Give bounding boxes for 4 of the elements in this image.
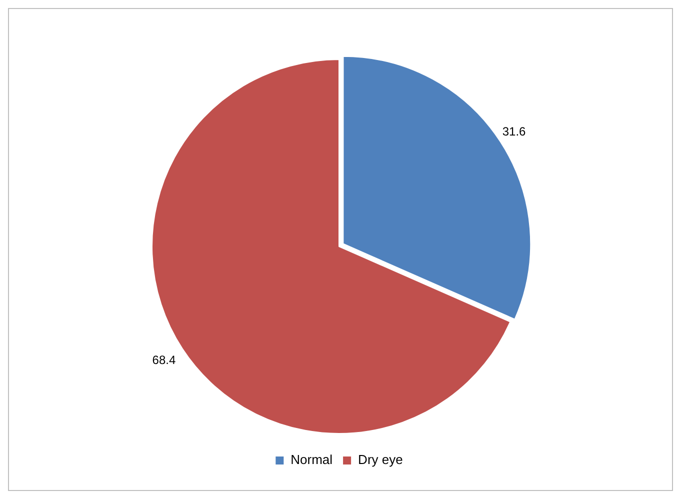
data-label: 31.6 <box>502 124 526 139</box>
legend-label: Dry eye <box>358 452 403 468</box>
legend-label: Normal <box>290 452 333 468</box>
data-label: 68.4 <box>152 353 176 368</box>
